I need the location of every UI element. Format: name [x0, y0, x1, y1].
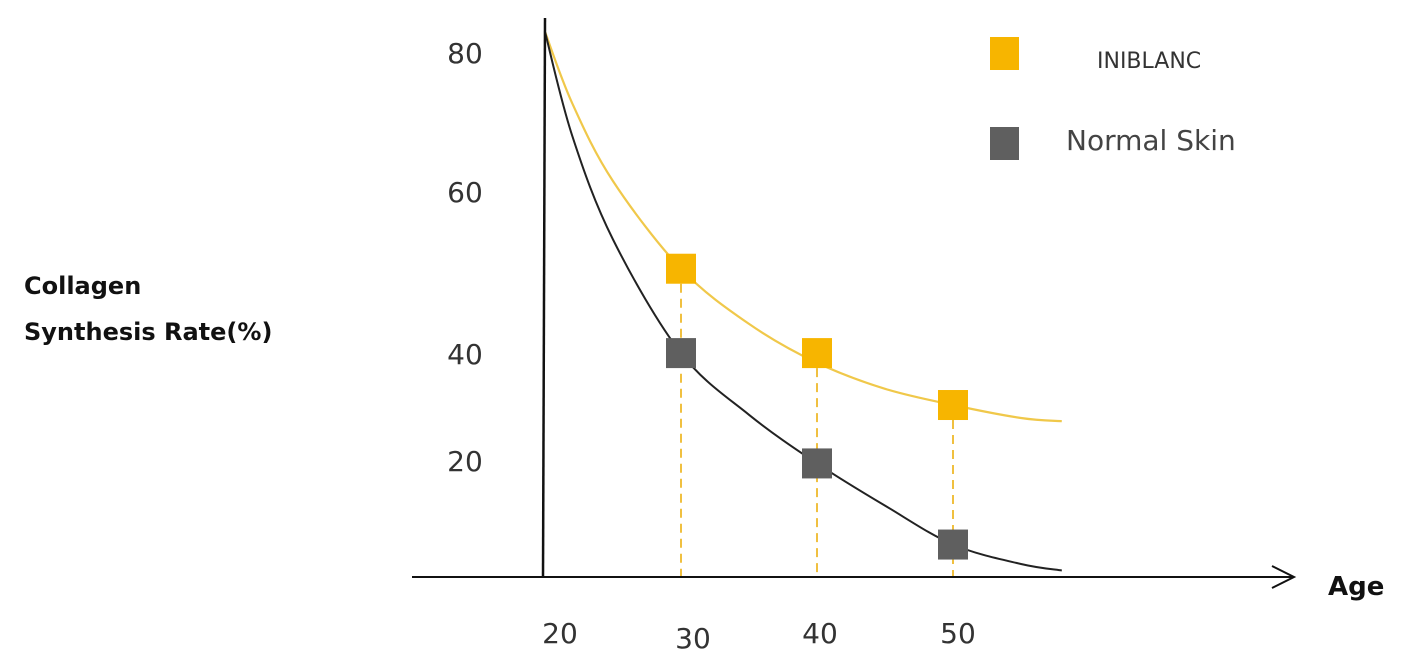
normal-skin-marker-40 — [802, 448, 832, 479]
iniblanc-curve — [543, 31, 1062, 423]
normal-skin-marker-50 — [938, 529, 968, 560]
x-axis-arrowhead — [1271, 565, 1297, 589]
y-tick-label: 40 — [447, 338, 483, 371]
iniblanc-marker-40 — [802, 338, 832, 369]
series-curves — [543, 31, 1062, 572]
y-tick-label: 80 — [447, 37, 483, 70]
legend-label-iniblanc: INIBLANC — [1097, 49, 1201, 74]
legend-swatch-normal-skin — [990, 127, 1019, 160]
y-axis-label-line2: Synthesis Rate(%) — [24, 318, 272, 346]
y-axis-line — [541, 17, 547, 578]
series-markers — [666, 253, 968, 560]
normal-skin-marker-30 — [666, 338, 696, 369]
legend-swatch-iniblanc — [990, 37, 1019, 70]
y-tick-label: 60 — [447, 176, 483, 209]
legend: INIBLANC Normal Skin — [990, 37, 1236, 160]
guide-lines — [680, 268, 954, 577]
y-tick-label: 20 — [447, 445, 483, 478]
legend-label-normal-skin: Normal Skin — [1066, 124, 1236, 157]
x-tick-label: 50 — [940, 617, 976, 650]
y-axis-label-line1: Collagen — [24, 272, 141, 300]
x-tick-label: 40 — [802, 617, 838, 650]
x-tick-label: 20 — [542, 617, 578, 650]
x-axis-label: Age — [1328, 572, 1384, 602]
iniblanc-marker-50 — [938, 390, 968, 421]
normal-skin-curve — [544, 31, 1062, 572]
iniblanc-marker-30 — [666, 253, 696, 284]
x-tick-label: 30 — [675, 622, 711, 650]
